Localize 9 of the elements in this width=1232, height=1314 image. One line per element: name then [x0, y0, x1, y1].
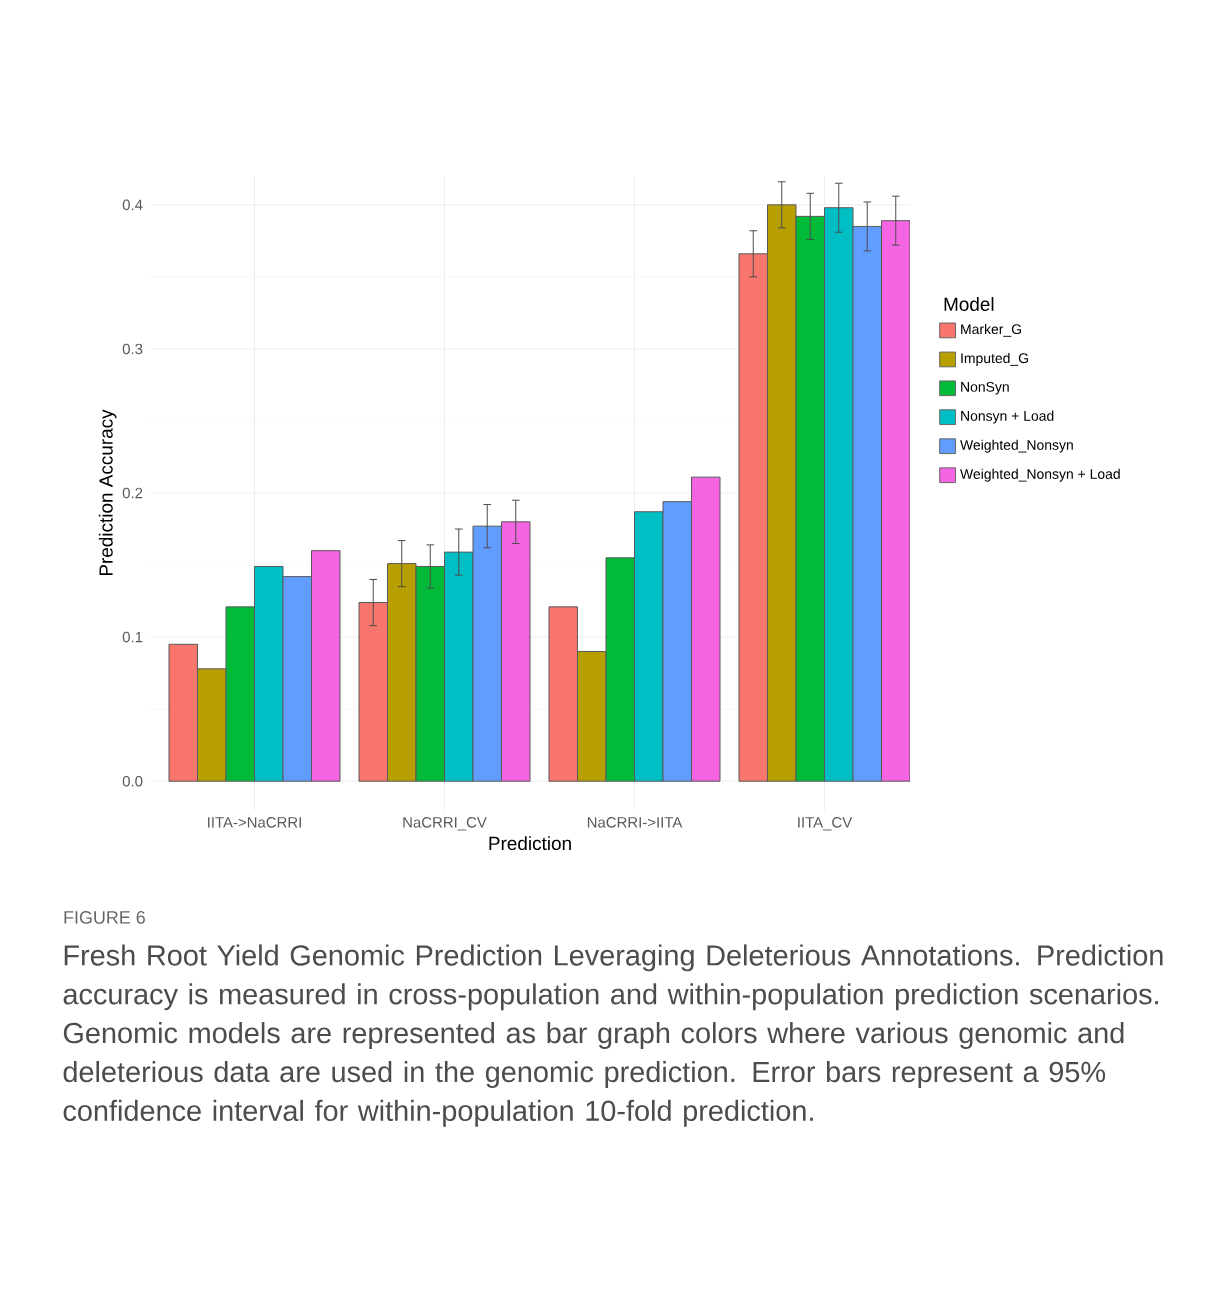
legend-title: Model: [944, 297, 994, 311]
bar: [881, 220, 910, 782]
caption: FIGURE 6: [64, 911, 145, 924]
y-axis-title: Prediction Accuracy: [98, 409, 117, 576]
bar: [311, 550, 341, 782]
bar: [501, 521, 531, 782]
x-axis-title: Prediction: [489, 836, 571, 851]
bar: [691, 476, 721, 782]
text: Fresh Root Yield Genomic Prediction Leveraging Deleterious Annotations. Prediction accuracy is measured in cross-population and within-population prediction scenarios. Genomic models are represented as bar graph colors where various genomic and deleterious data are used in the genomic prediction. Error bars represent a 95% confidence interval for within-population 10-fold prediction.: [63, 944, 1163, 1127]
